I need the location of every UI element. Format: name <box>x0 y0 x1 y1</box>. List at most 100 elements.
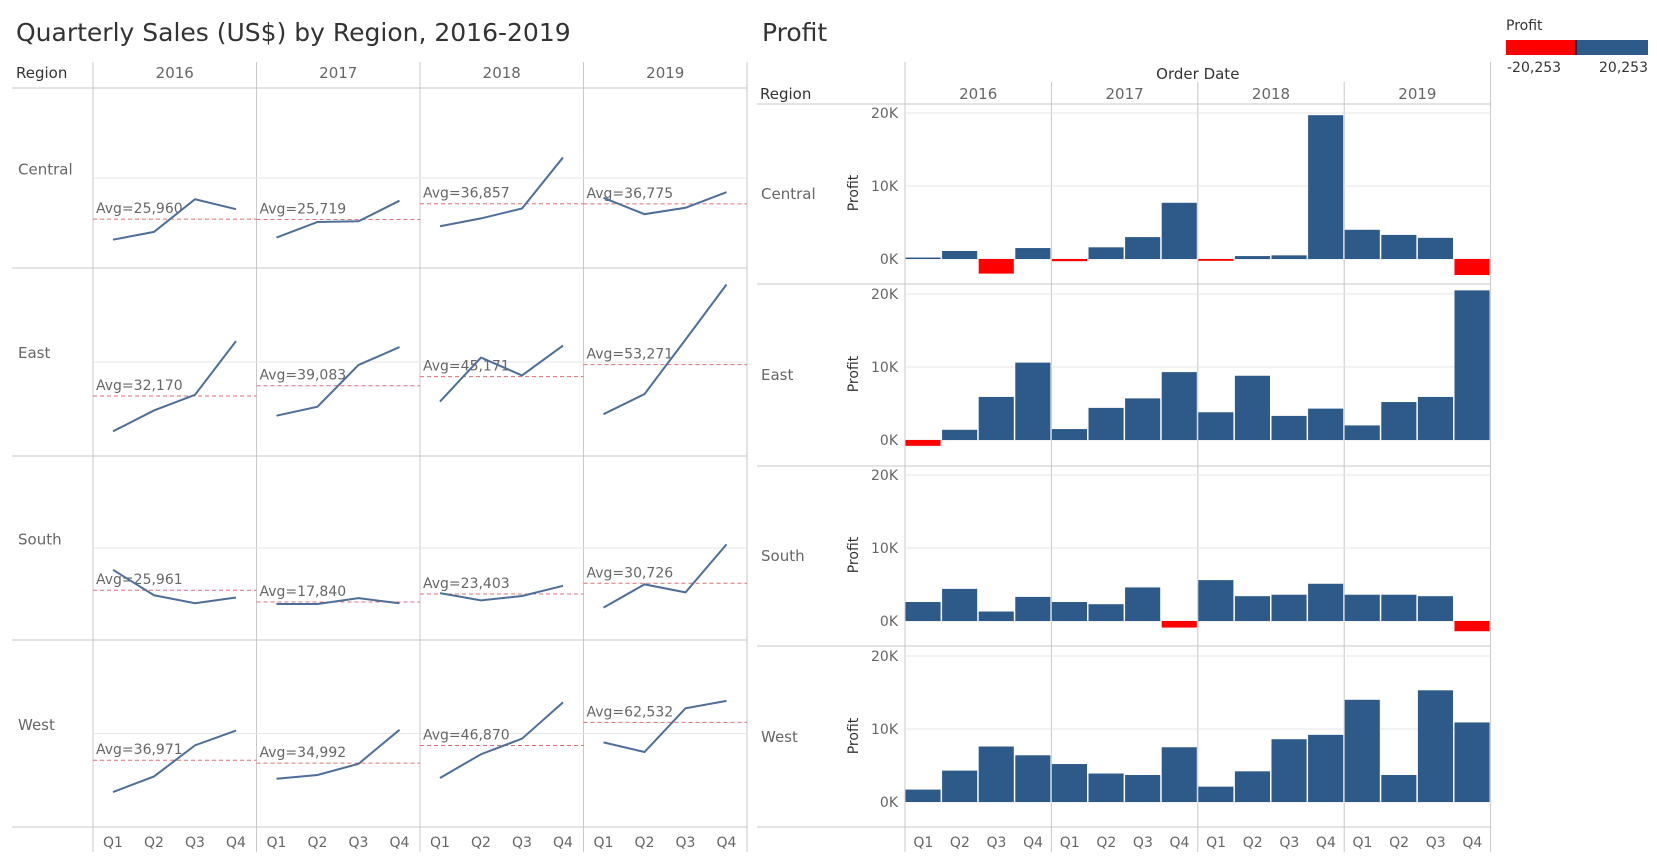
profit-tick-label: 10K <box>871 179 899 195</box>
profit-bar-positive <box>942 250 978 259</box>
sales-quarter-label: Q1 <box>267 835 287 851</box>
sales-year-header: 2016 <box>156 64 194 82</box>
profit-axis-label: Profit <box>846 174 862 211</box>
profit-quarter-label: Q4 <box>1023 835 1043 851</box>
profit-bar-positive <box>1161 747 1197 802</box>
profit-bar-positive <box>1015 596 1051 621</box>
sales-quarter-label: Q4 <box>717 835 737 851</box>
profit-axis-label: Profit <box>846 536 862 573</box>
profit-tick-label: 20K <box>871 468 899 484</box>
profit-bar-positive <box>1088 604 1124 621</box>
profit-axis-label: Profit <box>846 355 862 392</box>
profit-quarter-label: Q3 <box>1279 835 1299 851</box>
profit-bar-positive <box>905 602 941 621</box>
profit-bar-positive <box>1015 362 1051 440</box>
profit-chart-title: Profit <box>762 18 828 47</box>
profit-bar-positive <box>1381 594 1417 621</box>
sales-line-series <box>276 597 400 605</box>
profit-bar-positive <box>1198 412 1234 440</box>
average-label: Avg=25,960 <box>96 201 183 217</box>
average-label: Avg=39,083 <box>260 368 347 384</box>
sales-line-series <box>439 156 564 228</box>
sales-line-series <box>603 283 728 416</box>
sales-line-series <box>112 198 237 241</box>
sales-line-chart: Region 2016 2017 2018 2019 Central Avg=25,960 A… <box>12 62 748 852</box>
profit-tick-label: 20K <box>871 649 899 665</box>
profit-tick-label: 0K <box>880 433 899 449</box>
profit-bar-positive <box>1015 248 1051 259</box>
sales-year-header: 2018 <box>483 64 521 82</box>
profit-bar-positive <box>1344 699 1380 802</box>
profit-bar-negative <box>1051 259 1087 262</box>
profit-bar-positive <box>1125 237 1161 259</box>
profit-bar-positive <box>1271 255 1307 259</box>
profit-year-header: 2016 <box>959 85 997 103</box>
profit-bar-positive <box>1344 229 1380 259</box>
profit-quarter-label: Q1 <box>1206 835 1226 851</box>
profit-bar-positive <box>1417 396 1453 440</box>
profit-bar-positive <box>1088 407 1124 440</box>
profit-column-header: Order Date <box>1156 65 1239 83</box>
profit-quarter-label: Q3 <box>1426 835 1446 851</box>
profit-bar-positive <box>942 770 978 802</box>
sales-line-series <box>276 199 400 239</box>
profit-bar-positive <box>1234 375 1270 440</box>
average-label: Avg=36,775 <box>587 186 674 202</box>
profit-bar-negative <box>905 440 941 446</box>
sales-region-label: West <box>18 716 55 734</box>
profit-bar-positive <box>942 588 978 621</box>
legend-negative-swatch <box>1506 40 1576 55</box>
profit-row-header: Region <box>760 85 811 103</box>
sales-line-series <box>603 191 727 216</box>
legend-min-label: -20,253 <box>1507 60 1561 76</box>
profit-bar-positive <box>942 429 978 440</box>
profit-region-label: South <box>761 547 805 565</box>
profit-bar-positive <box>1125 587 1161 621</box>
profit-quarter-label: Q3 <box>1133 835 1153 851</box>
profit-quarter-label: Q2 <box>1243 835 1263 851</box>
profit-quarter-label: Q2 <box>950 835 970 851</box>
average-label: Avg=23,403 <box>423 576 510 592</box>
profit-bar-positive <box>1088 247 1124 259</box>
sales-quarter-label: Q3 <box>185 835 205 851</box>
profit-bar-positive <box>978 746 1014 802</box>
legend-positive-swatch <box>1576 40 1648 55</box>
profit-bar-positive <box>1015 755 1051 802</box>
profit-bar-positive <box>978 396 1014 440</box>
sales-line-series <box>439 344 564 403</box>
sales-quarter-label: Q4 <box>553 835 573 851</box>
sales-quarter-label: Q4 <box>226 835 246 851</box>
sales-region-label: East <box>18 344 50 362</box>
profit-quarter-label: Q1 <box>1060 835 1080 851</box>
profit-bar-positive <box>1234 256 1270 259</box>
profit-region-label: East <box>761 366 793 384</box>
profit-quarter-label: Q3 <box>987 835 1007 851</box>
profit-bar-positive <box>1417 596 1453 621</box>
profit-tick-label: 20K <box>871 287 899 303</box>
profit-quarter-label: Q4 <box>1170 835 1190 851</box>
profit-axis-label: Profit <box>846 717 862 754</box>
profit-bar-negative <box>978 259 1014 274</box>
profit-bar-positive <box>1381 774 1417 802</box>
profit-bar-positive <box>1308 115 1344 259</box>
profit-bar-positive <box>1198 580 1234 621</box>
sales-region-label: South <box>18 530 62 548</box>
profit-quarter-label: Q2 <box>1389 835 1409 851</box>
profit-year-header: 2019 <box>1398 85 1436 103</box>
profit-year-header: 2017 <box>1106 85 1144 103</box>
sales-quarter-label: Q3 <box>349 835 369 851</box>
profit-bar-positive <box>1417 237 1453 259</box>
profit-tick-label: 0K <box>880 614 899 630</box>
profit-tick-label: 0K <box>880 252 899 268</box>
profit-bar-negative <box>1198 259 1234 261</box>
average-label: Avg=36,857 <box>423 186 510 202</box>
profit-bar-negative <box>1161 621 1197 628</box>
average-label: Avg=46,870 <box>423 728 510 744</box>
profit-bar-positive <box>1308 408 1344 440</box>
profit-color-legend: -20,253 20,253 <box>1506 40 1648 76</box>
profit-bar-negative <box>1454 621 1490 632</box>
sales-line-series <box>276 729 401 780</box>
sales-year-header: 2017 <box>319 64 357 82</box>
average-label: Avg=25,719 <box>260 202 347 218</box>
